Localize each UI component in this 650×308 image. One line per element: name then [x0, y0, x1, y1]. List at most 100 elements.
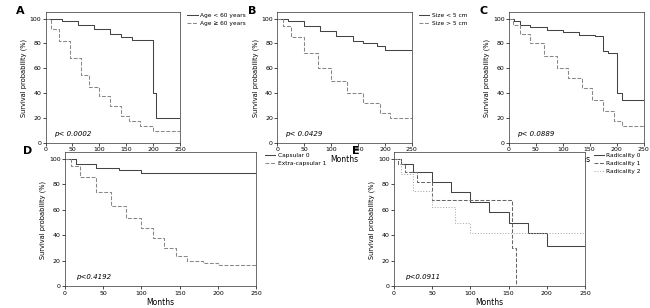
- Age ≥ 60 years: [150, 129, 157, 133]
- Capsular 0: [252, 171, 260, 175]
- Text: E: E: [352, 146, 359, 156]
- MG= yes: [510, 19, 518, 23]
- Size > 5 cm: [386, 116, 394, 120]
- Legend: Size < 5 cm, Size > 5 cm: Size < 5 cm, Size > 5 cm: [419, 13, 467, 26]
- MG= yes: [575, 33, 583, 37]
- MG= yes: [559, 30, 567, 34]
- Line: Size < 5 cm: Size < 5 cm: [277, 18, 412, 50]
- MG= no: [515, 32, 523, 35]
- MG= no: [505, 17, 513, 20]
- Radicality 0: [581, 244, 589, 247]
- Age < 60 years: [90, 27, 98, 30]
- MG= no: [610, 119, 617, 123]
- Legend: Age < 60 years, Age ≥ 60 years: Age < 60 years, Age ≥ 60 years: [187, 13, 246, 26]
- Capsular 0: [214, 171, 222, 175]
- Radicality 1: [390, 157, 398, 161]
- Extra-capsular 1: [149, 236, 157, 240]
- Extra-capsular 1: [214, 263, 222, 267]
- Age ≥ 60 years: [96, 94, 103, 98]
- Size > 5 cm: [343, 91, 351, 95]
- MG= yes: [543, 28, 551, 32]
- Age < 60 years: [152, 116, 160, 120]
- Size < 5 cm: [348, 39, 356, 43]
- Text: B: B: [248, 6, 256, 16]
- Radicality 2: [467, 231, 474, 235]
- Extra-capsular 1: [161, 246, 168, 250]
- Radicality 0: [398, 162, 406, 166]
- Age ≥ 60 years: [47, 27, 55, 30]
- MG= yes: [505, 17, 513, 20]
- Size < 5 cm: [373, 44, 381, 48]
- Radicality 1: [467, 198, 474, 201]
- Age ≥ 60 years: [66, 57, 73, 60]
- Extra-capsular 1: [252, 263, 260, 267]
- Text: p<0.4192: p<0.4192: [77, 274, 112, 280]
- Extra-capsular 1: [172, 254, 180, 258]
- Extra-capsular 1: [122, 216, 130, 219]
- Y-axis label: Survival probability (%): Survival probability (%): [369, 180, 375, 258]
- Age ≥ 60 years: [106, 104, 114, 108]
- Radicality 0: [486, 211, 493, 214]
- X-axis label: Months: Months: [330, 155, 359, 164]
- Line: Radicality 0: Radicality 0: [394, 159, 585, 245]
- Radicality 1: [428, 198, 436, 201]
- Extra-capsular 1: [92, 190, 99, 194]
- MG= yes: [526, 26, 534, 29]
- Age ≥ 60 years: [176, 129, 184, 133]
- MG= no: [578, 87, 586, 90]
- Age ≥ 60 years: [117, 114, 125, 118]
- Radicality 0: [390, 157, 398, 161]
- Capsular 0: [176, 171, 183, 175]
- Size > 5 cm: [300, 52, 308, 55]
- MG= yes: [640, 98, 647, 101]
- X-axis label: Months: Months: [562, 155, 590, 164]
- Radicality 1: [402, 170, 410, 173]
- Age ≥ 60 years: [42, 17, 49, 20]
- Text: D: D: [23, 146, 32, 156]
- Legend: Radicality 0, Radicality 1, Radicality 2: Radicality 0, Radicality 1, Radicality 2: [593, 153, 641, 174]
- Y-axis label: Survival probability (%): Survival probability (%): [40, 180, 46, 258]
- Age < 60 years: [150, 91, 157, 95]
- Radicality 1: [508, 246, 516, 250]
- Age < 60 years: [128, 38, 136, 42]
- Radicality 2: [581, 231, 589, 235]
- Text: p<0.0911: p<0.0911: [406, 274, 441, 280]
- Radicality 0: [467, 201, 474, 204]
- Size > 5 cm: [279, 24, 287, 28]
- MG= yes: [613, 91, 621, 95]
- Extra-capsular 1: [107, 204, 115, 208]
- Radicality 0: [409, 170, 417, 173]
- MG= yes: [604, 52, 612, 55]
- Radicality 0: [551, 244, 558, 247]
- Size < 5 cm: [284, 19, 292, 23]
- Age < 60 years: [106, 32, 114, 35]
- Radicality 0: [428, 180, 436, 184]
- Size < 5 cm: [381, 48, 389, 51]
- Size > 5 cm: [314, 67, 322, 70]
- Radicality 2: [398, 172, 406, 176]
- Age < 60 years: [42, 17, 49, 20]
- Age < 60 years: [74, 23, 82, 26]
- MG= no: [526, 42, 534, 45]
- Size > 5 cm: [273, 17, 281, 20]
- Capsular 0: [138, 171, 146, 175]
- Extra-capsular 1: [183, 259, 191, 263]
- Age < 60 years: [49, 17, 57, 20]
- Radicality 2: [451, 221, 459, 225]
- Extra-capsular 1: [67, 165, 75, 168]
- MG= no: [564, 77, 572, 80]
- Line: MG= yes: MG= yes: [509, 18, 644, 99]
- Radicality 1: [504, 198, 512, 201]
- Size < 5 cm: [333, 34, 341, 38]
- Radicality 0: [447, 190, 455, 194]
- Size > 5 cm: [408, 116, 416, 120]
- Legend: Capsular 0, Extra-capsular 1: Capsular 0, Extra-capsular 1: [265, 153, 326, 166]
- MG= no: [540, 54, 548, 58]
- Line: Age ≥ 60 years: Age ≥ 60 years: [46, 18, 180, 131]
- Age ≥ 60 years: [125, 119, 133, 123]
- Size > 5 cm: [376, 111, 384, 115]
- Capsular 0: [73, 162, 81, 166]
- Radicality 2: [409, 189, 417, 192]
- Age < 60 years: [117, 35, 125, 39]
- Line: Size > 5 cm: Size > 5 cm: [277, 18, 412, 118]
